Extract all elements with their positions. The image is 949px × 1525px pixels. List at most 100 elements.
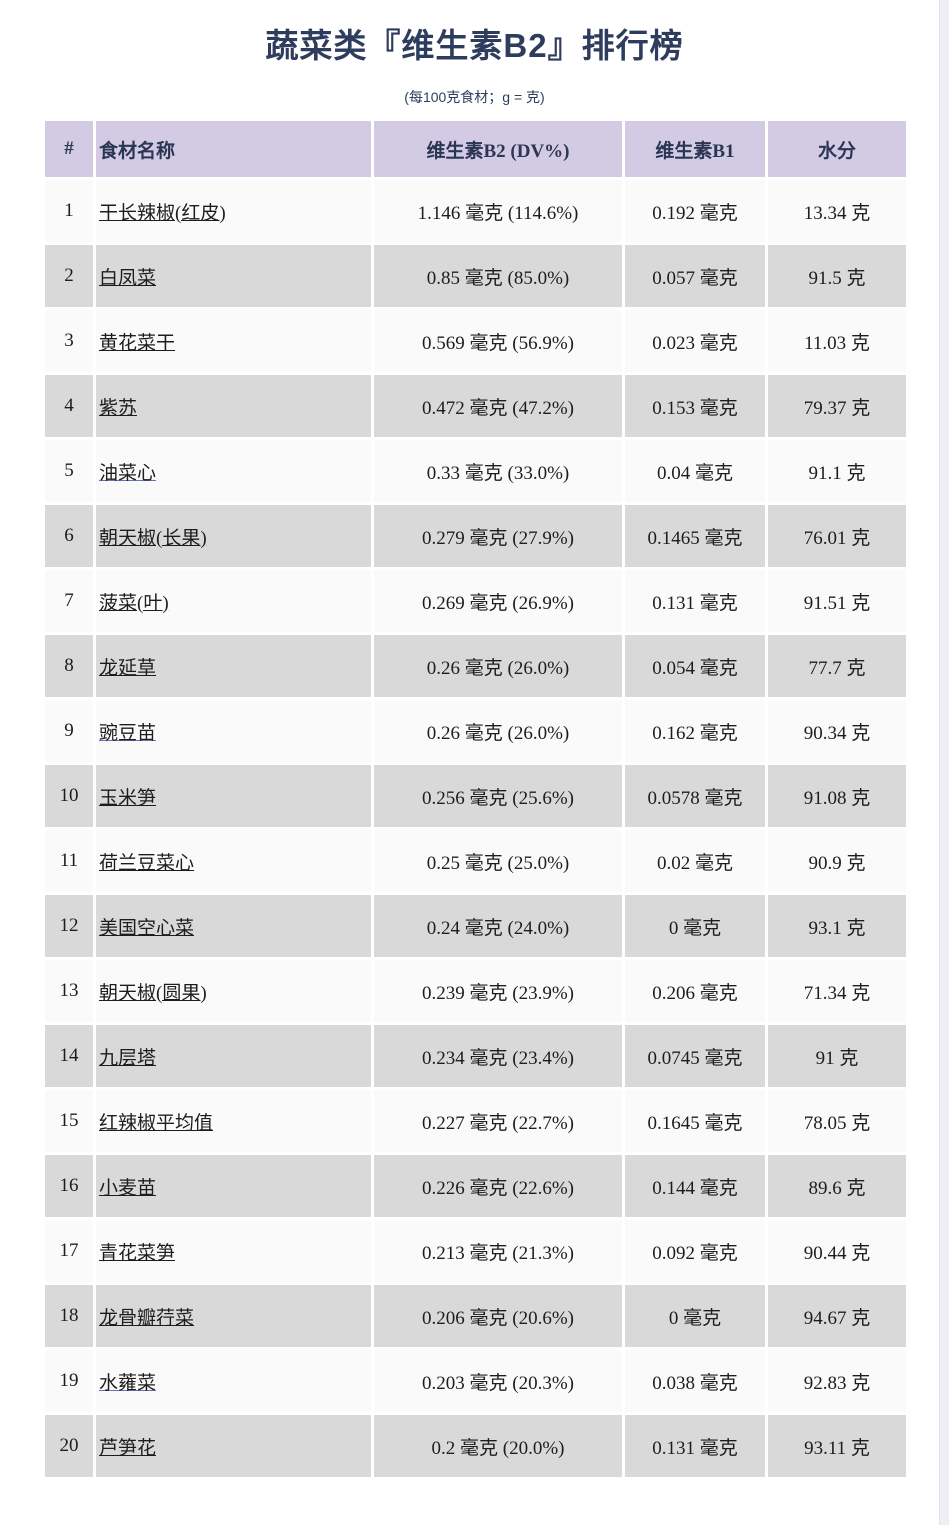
food-name-cell: 干长辣椒(红皮) [96, 180, 371, 242]
rank-cell: 20 [45, 1415, 93, 1477]
rank-cell: 2 [45, 245, 93, 307]
table-row: 20 芦笋花 0.2 毫克 (20.0%) 0.131 毫克 93.11 克 [45, 1415, 906, 1477]
table-row: 17 青花菜笋 0.213 毫克 (21.3%) 0.092 毫克 90.44 克 [45, 1220, 906, 1282]
vitamin-b1-cell: 0.131 毫克 [625, 570, 765, 632]
header-rank: # [45, 121, 93, 177]
water-cell: 94.67 克 [768, 1285, 906, 1347]
food-name-cell: 水蕹菜 [96, 1350, 371, 1412]
food-link[interactable]: 豌豆苗 [99, 722, 157, 744]
vitamin-b2-cell: 0.25 毫克 (25.0%) [374, 830, 622, 892]
table-header: # 食材名称 维生素B2 (DV%) 维生素B1 水分 [45, 121, 906, 177]
header-vitamin-b2: 维生素B2 (DV%) [374, 121, 622, 177]
vitamin-b1-cell: 0.092 毫克 [625, 1220, 765, 1282]
vitamin-b1-cell: 0.153 毫克 [625, 375, 765, 437]
table-row: 8 龙延草 0.26 毫克 (26.0%) 0.054 毫克 77.7 克 [45, 635, 906, 697]
table-row: 19 水蕹菜 0.203 毫克 (20.3%) 0.038 毫克 92.83 克 [45, 1350, 906, 1412]
food-link[interactable]: 荷兰豆菜心 [99, 852, 195, 874]
vitamin-b2-cell: 0.24 毫克 (24.0%) [374, 895, 622, 957]
food-link[interactable]: 干长辣椒(红皮) [99, 202, 226, 224]
table-row: 13 朝天椒(圆果) 0.239 毫克 (23.9%) 0.206 毫克 71.34 克 [45, 960, 906, 1022]
vitamin-b1-cell: 0.0578 毫克 [625, 765, 765, 827]
table-row: 9 豌豆苗 0.26 毫克 (26.0%) 0.162 毫克 90.34 克 [45, 700, 906, 762]
food-link[interactable]: 白凤菜 [99, 267, 157, 289]
food-name-cell: 九层塔 [96, 1025, 371, 1087]
water-cell: 91 克 [768, 1025, 906, 1087]
table-row: 18 龙骨瓣荇菜 0.206 毫克 (20.6%) 0 毫克 94.67 克 [45, 1285, 906, 1347]
page-subtitle: (每100克食材；g = 克) [404, 89, 545, 105]
vitamin-b1-cell: 0.02 毫克 [625, 830, 765, 892]
vitamin-b2-cell: 0.2 毫克 (20.0%) [374, 1415, 622, 1477]
food-link[interactable]: 朝天椒(圆果) [99, 982, 207, 1004]
food-link[interactable]: 芦笋花 [99, 1437, 157, 1459]
water-cell: 11.03 克 [768, 310, 906, 372]
rank-cell: 13 [45, 960, 93, 1022]
food-name-cell: 白凤菜 [96, 245, 371, 307]
rank-cell: 15 [45, 1090, 93, 1152]
vitamin-b2-cell: 0.269 毫克 (26.9%) [374, 570, 622, 632]
rank-cell: 9 [45, 700, 93, 762]
water-cell: 91.1 克 [768, 440, 906, 502]
food-link[interactable]: 龙骨瓣荇菜 [99, 1307, 195, 1329]
table-row: 6 朝天椒(长果) 0.279 毫克 (27.9%) 0.1465 毫克 76.01 克 [45, 505, 906, 567]
food-name-cell: 紫苏 [96, 375, 371, 437]
rank-cell: 17 [45, 1220, 93, 1282]
header-vitamin-b1: 维生素B1 [625, 121, 765, 177]
food-link[interactable]: 九层塔 [99, 1047, 157, 1069]
food-link[interactable]: 青花菜笋 [99, 1242, 176, 1264]
rank-cell: 7 [45, 570, 93, 632]
food-link[interactable]: 水蕹菜 [99, 1372, 157, 1394]
food-link[interactable]: 美国空心菜 [99, 917, 195, 939]
scrollbar-track[interactable] [939, 0, 949, 1525]
food-link[interactable]: 黄花菜干 [99, 332, 176, 354]
water-cell: 92.83 克 [768, 1350, 906, 1412]
table-row: 7 菠菜(叶) 0.269 毫克 (26.9%) 0.131 毫克 91.51 克 [45, 570, 906, 632]
rank-cell: 16 [45, 1155, 93, 1217]
water-cell: 91.08 克 [768, 765, 906, 827]
water-cell: 79.37 克 [768, 375, 906, 437]
rank-cell: 12 [45, 895, 93, 957]
food-link[interactable]: 玉米笋 [99, 787, 157, 809]
table-row: 3 黄花菜干 0.569 毫克 (56.9%) 0.023 毫克 11.03 克 [45, 310, 906, 372]
water-cell: 93.11 克 [768, 1415, 906, 1477]
food-link[interactable]: 油菜心 [99, 462, 157, 484]
food-name-cell: 黄花菜干 [96, 310, 371, 372]
water-cell: 90.34 克 [768, 700, 906, 762]
vitamin-b2-cell: 0.569 毫克 (56.9%) [374, 310, 622, 372]
table-row: 14 九层塔 0.234 毫克 (23.4%) 0.0745 毫克 91 克 [45, 1025, 906, 1087]
vitamin-b2-cell: 0.226 毫克 (22.6%) [374, 1155, 622, 1217]
vitamin-b2-cell: 0.26 毫克 (26.0%) [374, 700, 622, 762]
food-name-cell: 油菜心 [96, 440, 371, 502]
vitamin-b2-cell: 0.472 毫克 (47.2%) [374, 375, 622, 437]
vitamin-b2-cell: 0.234 毫克 (23.4%) [374, 1025, 622, 1087]
vitamin-b1-cell: 0.054 毫克 [625, 635, 765, 697]
vitamin-b2-cell: 0.213 毫克 (21.3%) [374, 1220, 622, 1282]
food-link[interactable]: 红辣椒平均值 [99, 1112, 214, 1134]
water-cell: 90.9 克 [768, 830, 906, 892]
food-name-cell: 菠菜(叶) [96, 570, 371, 632]
food-link[interactable]: 菠菜(叶) [99, 592, 169, 614]
vitamin-b1-cell: 0.0745 毫克 [625, 1025, 765, 1087]
rank-cell: 14 [45, 1025, 93, 1087]
vitamin-b1-cell: 0.04 毫克 [625, 440, 765, 502]
food-link[interactable]: 朝天椒(长果) [99, 527, 207, 549]
vitamin-b2-cell: 0.26 毫克 (26.0%) [374, 635, 622, 697]
vitamin-b1-cell: 0 毫克 [625, 1285, 765, 1347]
food-link[interactable]: 小麦苗 [99, 1177, 157, 1199]
food-name-cell: 青花菜笋 [96, 1220, 371, 1282]
food-link[interactable]: 紫苏 [99, 397, 138, 419]
vitamin-b1-cell: 0.1645 毫克 [625, 1090, 765, 1152]
food-link[interactable]: 龙延草 [99, 657, 157, 679]
vitamin-b1-cell: 0.206 毫克 [625, 960, 765, 1022]
food-name-cell: 芦笋花 [96, 1415, 371, 1477]
vitamin-b2-cell: 1.146 毫克 (114.6%) [374, 180, 622, 242]
water-cell: 77.7 克 [768, 635, 906, 697]
food-name-cell: 豌豆苗 [96, 700, 371, 762]
vitamin-b2-cell: 0.227 毫克 (22.7%) [374, 1090, 622, 1152]
water-cell: 13.34 克 [768, 180, 906, 242]
table-row: 5 油菜心 0.33 毫克 (33.0%) 0.04 毫克 91.1 克 [45, 440, 906, 502]
page-title: 蔬菜类『维生素B2』排行榜 [265, 27, 684, 64]
vitamin-b1-cell: 0.057 毫克 [625, 245, 765, 307]
water-cell: 90.44 克 [768, 1220, 906, 1282]
table-row: 12 美国空心菜 0.24 毫克 (24.0%) 0 毫克 93.1 克 [45, 895, 906, 957]
table-header-row: # 食材名称 维生素B2 (DV%) 维生素B1 水分 [45, 121, 906, 177]
